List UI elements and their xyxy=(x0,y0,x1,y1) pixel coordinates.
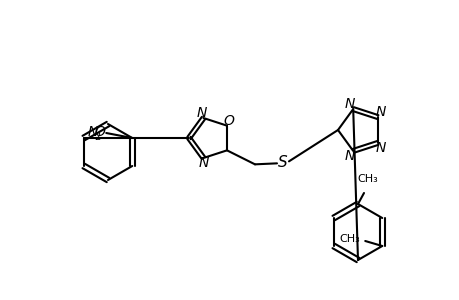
Text: N: N xyxy=(344,149,355,163)
Text: N: N xyxy=(344,97,355,111)
Text: S: S xyxy=(278,155,287,170)
Text: CH₃: CH₃ xyxy=(339,234,359,244)
Text: N: N xyxy=(198,156,208,170)
Text: CH₃: CH₃ xyxy=(357,174,378,184)
Text: N: N xyxy=(88,125,98,139)
Text: O: O xyxy=(94,125,105,139)
Text: N: N xyxy=(375,105,385,119)
Text: 2: 2 xyxy=(94,132,100,142)
Text: O: O xyxy=(223,114,234,128)
Text: N: N xyxy=(375,141,385,155)
Text: N: N xyxy=(196,106,206,120)
